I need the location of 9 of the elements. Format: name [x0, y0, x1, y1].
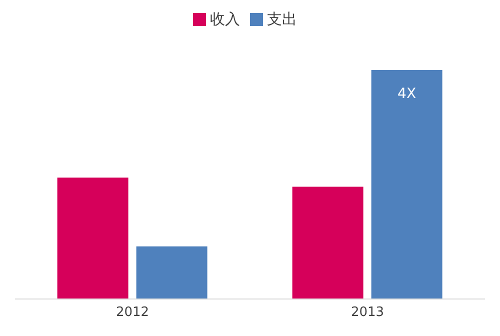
x-tick-label: 2012 [116, 305, 150, 320]
bar [136, 246, 208, 299]
bar [371, 70, 442, 299]
legend-label: 收入 [210, 10, 240, 28]
legend-label: 支出 [267, 10, 297, 28]
bar [57, 178, 128, 299]
x-tick-label: 2013 [350, 305, 384, 320]
annotation: 4X [398, 86, 416, 102]
bar [292, 186, 364, 299]
